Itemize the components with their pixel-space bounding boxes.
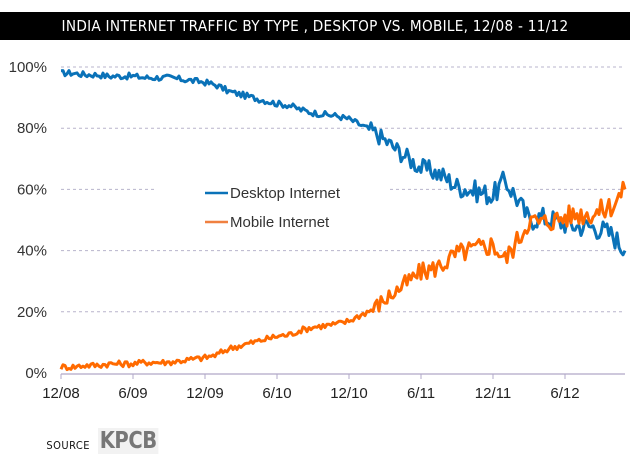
legend-label-mobile: Mobile Internet	[230, 214, 330, 231]
x-tick-label: 6/12	[550, 385, 579, 402]
chart-title-bar: INDIA INTERNET TRAFFIC BY TYPE , DESKTOP…	[0, 12, 630, 40]
y-tick-label: 40%	[17, 243, 47, 260]
source-label: SOURCE	[46, 439, 91, 452]
legend-label-desktop: Desktop Internet	[230, 185, 341, 202]
x-tick-label: 6/11	[407, 385, 435, 402]
x-tick-label: 12/10	[330, 385, 368, 402]
gridlines	[61, 66, 625, 313]
x-tick-label: 12/11	[475, 385, 511, 402]
x-axis: 12/08 6/09 12/09 6/10 12/10 6/11 12/11 6/12	[42, 373, 625, 402]
series-line-mobile	[59, 180, 627, 372]
x-tick-label: 12/08	[42, 385, 80, 402]
series-line-desktop	[60, 69, 627, 257]
y-tick-label: 80%	[17, 120, 47, 137]
series-group	[59, 69, 627, 372]
legend: Desktop Internet Mobile Internet	[205, 185, 341, 231]
chart-title: INDIA INTERNET TRAFFIC BY TYPE , DESKTOP…	[61, 17, 569, 35]
x-tick-label: 12/09	[186, 385, 224, 402]
y-axis: 0% 20% 40% 60% 80% 100%	[9, 59, 47, 382]
y-tick-label: 60%	[17, 181, 47, 198]
source-credit: SOURCE KPCB	[44, 428, 170, 454]
x-tick-label: 6/10	[262, 385, 291, 402]
y-tick-label: 20%	[17, 304, 47, 321]
y-tick-label: 0%	[25, 365, 47, 382]
x-tick-label: 6/09	[118, 385, 147, 402]
source-logo: KPCB	[98, 428, 159, 454]
y-tick-label: 100%	[9, 59, 47, 76]
